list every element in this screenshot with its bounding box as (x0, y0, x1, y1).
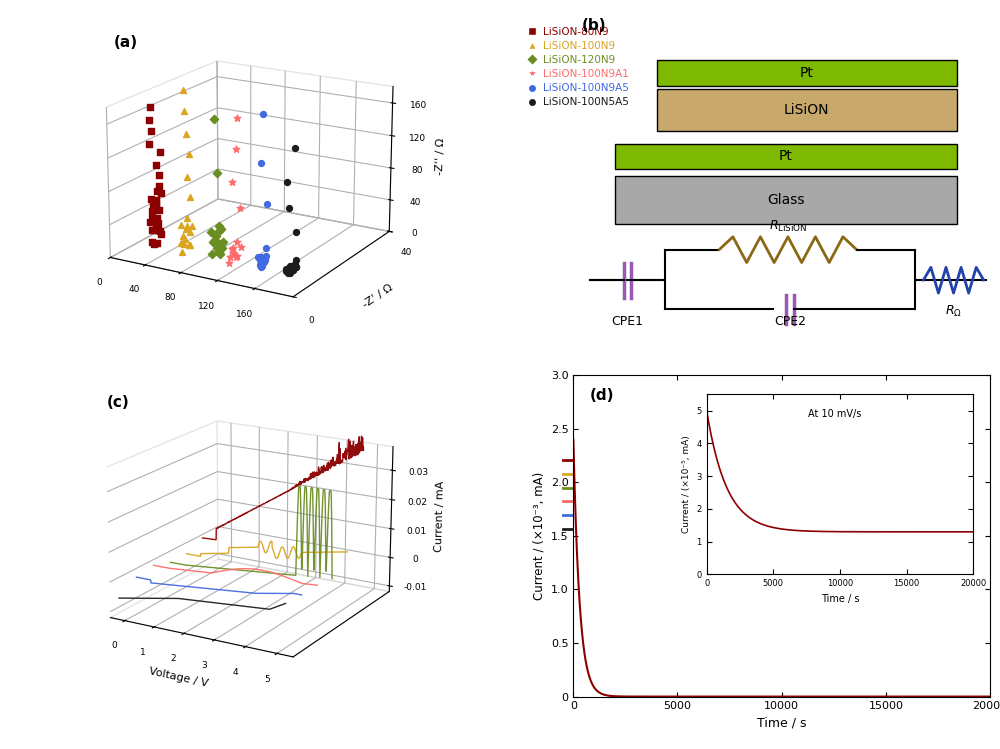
Y-axis label: -Z' / Ω: -Z' / Ω (361, 282, 394, 310)
Text: CPE2: CPE2 (774, 315, 806, 329)
Text: Glass: Glass (767, 192, 805, 207)
Bar (657, 89, 957, 131)
Text: $R_\mathrm{LiSiON}$: $R_\mathrm{LiSiON}$ (769, 219, 807, 234)
Bar (615, 144, 957, 169)
Bar (615, 176, 957, 224)
Text: $R_\Omega$: $R_\Omega$ (945, 304, 962, 319)
Text: Pt: Pt (800, 66, 814, 80)
Text: CPE1: CPE1 (611, 315, 643, 329)
Text: (c): (c) (107, 395, 130, 410)
Legend: LiSiON-80N9, LiSiON-100N9, LiSiON-120N9, LiSiON-100N9A1, LiSiON-100N9A5, LiSiON-: LiSiON-80N9, LiSiON-100N9, LiSiON-120N9,… (525, 27, 629, 107)
Text: (a): (a) (113, 35, 137, 50)
Bar (657, 60, 957, 85)
Text: Pt: Pt (779, 150, 793, 163)
Legend: LiSiON-80N9, LiSiON-100N9, LiSiON-120N9, LiSiON-100N9A1, LiSiON-100N9A5, LiSiON-: LiSiON-80N9, LiSiON-100N9, LiSiON-120N9,… (559, 438, 677, 539)
Text: (b): (b) (582, 18, 606, 33)
Text: LiSiON: LiSiON (784, 103, 829, 117)
Text: (d): (d) (590, 388, 614, 403)
X-axis label: Time / s: Time / s (757, 717, 806, 730)
Y-axis label: Current / (×10⁻³, mA): Current / (×10⁻³, mA) (532, 472, 545, 600)
X-axis label: Voltage / V: Voltage / V (148, 666, 209, 688)
